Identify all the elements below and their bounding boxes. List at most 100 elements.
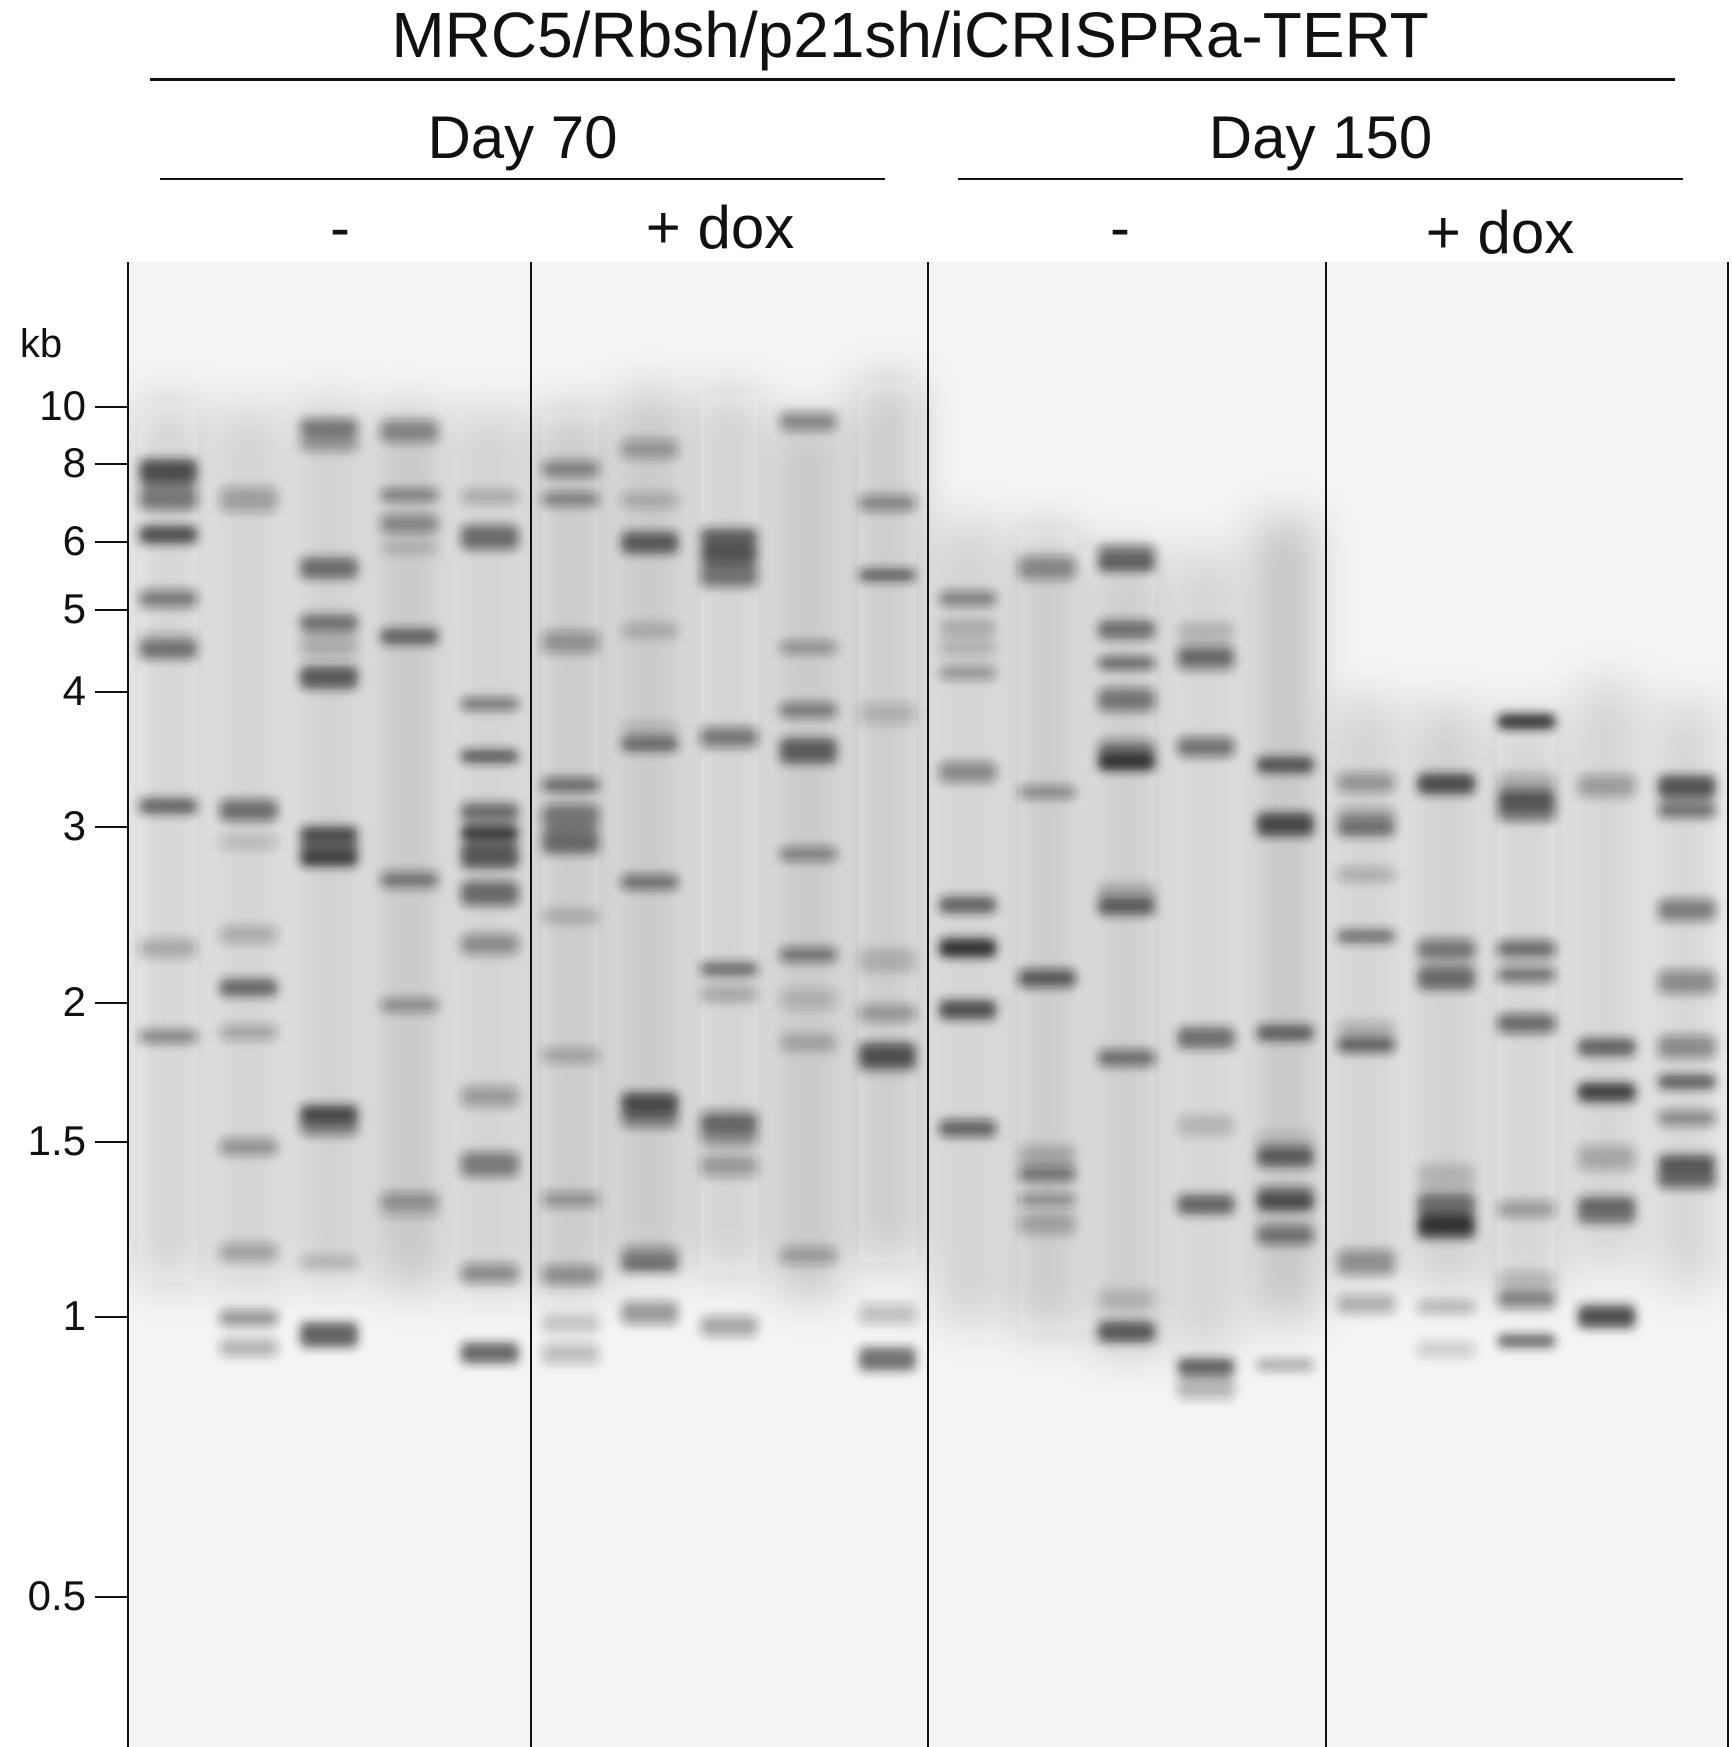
lane-smear <box>1018 530 1076 1331</box>
gel-band <box>460 525 519 550</box>
gel-band <box>460 842 519 869</box>
gel-band <box>779 1033 837 1053</box>
gel-band <box>779 641 837 654</box>
ladder-label-2: 2 <box>62 978 86 1025</box>
gel-band <box>1018 1212 1076 1235</box>
gel-band <box>779 846 837 862</box>
gel-band <box>779 412 837 431</box>
panel-divider-4 <box>1325 262 1327 1747</box>
panel-divider-3 <box>927 262 929 1747</box>
gel-band <box>1577 774 1636 797</box>
gel-band <box>1097 1321 1156 1343</box>
gel-band <box>380 1192 439 1217</box>
gel-band <box>621 621 679 640</box>
gel-band <box>300 852 358 867</box>
ladder-label-10: 10 <box>39 382 86 429</box>
gel-band <box>542 460 600 478</box>
gel-band <box>1256 1187 1314 1211</box>
gel-band <box>380 514 439 534</box>
gel-band <box>219 799 278 822</box>
gel-band <box>460 1152 519 1177</box>
panel-divider-2 <box>530 262 532 1747</box>
gel-band <box>939 896 997 914</box>
treatment-label-day150-dox: + dox <box>1425 199 1575 266</box>
gel-band <box>1658 801 1716 818</box>
gel-band <box>1417 1223 1476 1238</box>
gel-band <box>460 880 519 906</box>
gel-band <box>700 727 758 748</box>
gel-band <box>779 738 837 764</box>
ladder-tick-4 <box>95 691 127 693</box>
gel-band <box>858 1052 916 1075</box>
gel-band <box>219 835 278 849</box>
gel-band <box>1658 775 1716 799</box>
gel-band <box>542 1265 600 1286</box>
ladder-label-1-5: 1.5 <box>27 1117 86 1164</box>
gel-band <box>1497 714 1556 730</box>
gel-band <box>1337 929 1395 944</box>
gel-band <box>219 1338 278 1357</box>
gel-band <box>1417 939 1476 961</box>
gel-band <box>700 545 758 563</box>
gel-band <box>1417 1163 1476 1190</box>
lane-smear <box>858 382 916 1263</box>
gel-band <box>1256 756 1314 774</box>
gel-band <box>1658 970 1716 994</box>
gel-band <box>1497 1200 1556 1218</box>
gel-band <box>542 1048 600 1063</box>
gel-band <box>1256 1024 1314 1041</box>
gel-band <box>1177 621 1235 641</box>
gel-band <box>139 938 198 958</box>
gel-band <box>1337 1249 1395 1276</box>
gel-band <box>621 1301 679 1325</box>
treatment-label-day70-minus: - <box>330 194 350 261</box>
gel-band <box>1337 1294 1395 1314</box>
gel-band <box>939 638 997 656</box>
ladder-tick-1-5 <box>95 1141 127 1143</box>
gel-band <box>380 998 439 1012</box>
gel-band <box>139 525 198 544</box>
gel-band <box>1417 1341 1476 1358</box>
gel-band <box>939 590 997 607</box>
gel-band <box>858 947 916 973</box>
gel-band <box>219 978 278 997</box>
gel-band <box>1658 1035 1716 1059</box>
ladder-tick-2 <box>95 1002 127 1004</box>
gel-band <box>460 489 519 503</box>
gel-band <box>1337 772 1395 793</box>
treatment-label-day70-dox: + dox <box>645 194 795 261</box>
gel-band <box>300 1105 358 1121</box>
gel-band <box>1497 1288 1556 1309</box>
gel-band <box>1097 1049 1156 1067</box>
ladder-label-5: 5 <box>62 585 86 632</box>
gel-band <box>939 941 997 958</box>
ladder-label-1: 1 <box>62 1292 86 1339</box>
gel-band <box>1577 1194 1636 1208</box>
gel-band <box>542 1343 600 1365</box>
gel-band <box>1256 1358 1314 1372</box>
gel-band <box>700 1120 758 1146</box>
panel-divider-5 <box>1727 262 1729 1747</box>
gel-band <box>1256 812 1314 837</box>
gel-band <box>542 829 600 854</box>
lane-smear <box>1256 519 1314 1320</box>
gel-band <box>542 908 600 925</box>
gel-band <box>1497 1013 1556 1034</box>
gel-band <box>460 749 519 763</box>
gel-band <box>300 666 358 689</box>
gel-band <box>1417 965 1476 991</box>
ladder-tick-10 <box>95 406 127 408</box>
gel-band <box>1577 1145 1636 1171</box>
gel-band <box>858 494 916 512</box>
gel-band <box>1658 1110 1716 1126</box>
gel-band <box>1337 1021 1395 1035</box>
ladder-label-6: 6 <box>62 517 86 564</box>
ladder-label-3: 3 <box>62 802 86 849</box>
gel-band <box>542 804 600 829</box>
gel-band <box>939 1119 997 1137</box>
gel-band <box>542 1192 600 1207</box>
gel-band <box>460 1085 519 1107</box>
gel-band <box>1177 1358 1235 1375</box>
gel-band <box>300 826 358 840</box>
ladder-tick-8 <box>95 463 127 465</box>
